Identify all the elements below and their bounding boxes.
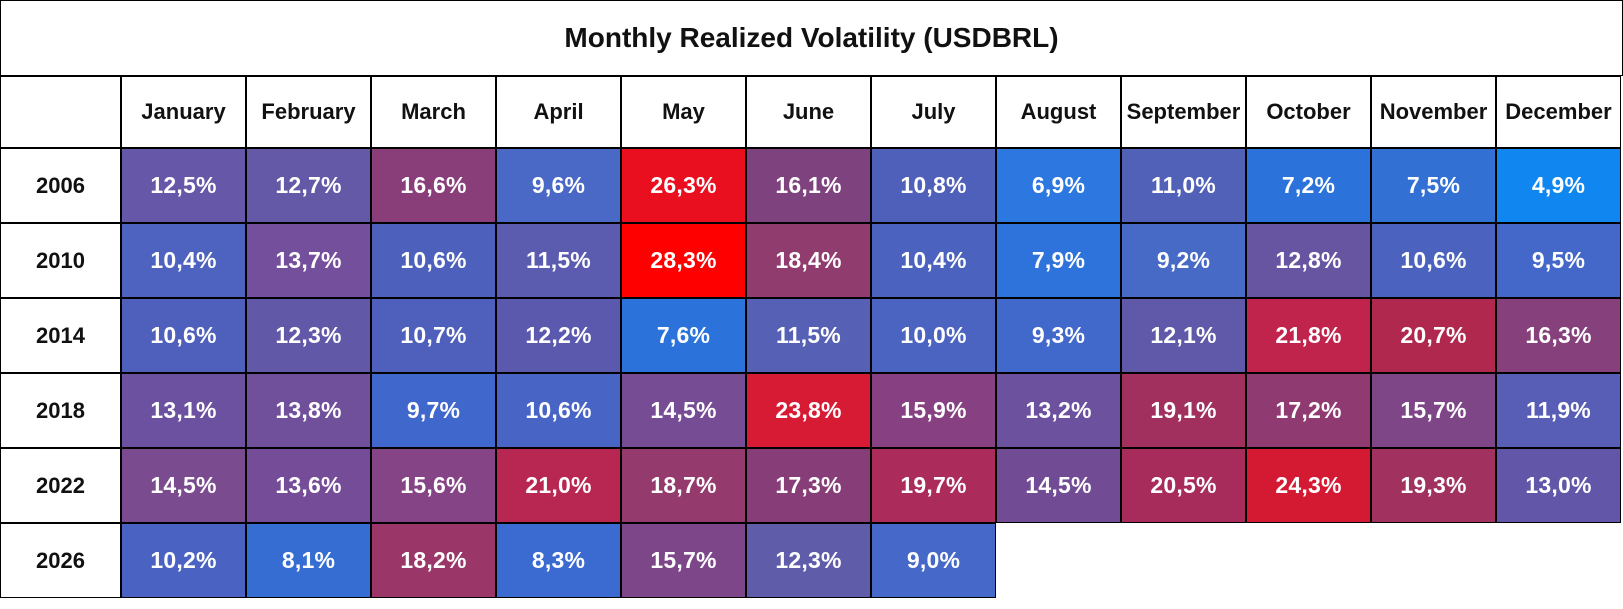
year-label-2006: 2006 xyxy=(0,148,121,223)
heatmap-cell-2018-march: 9,7% xyxy=(371,373,496,448)
heatmap-cell-2026-may: 15,7% xyxy=(621,523,746,598)
heatmap-cell-2022-may: 18,7% xyxy=(621,448,746,523)
heatmap-cell-2014-september: 12,1% xyxy=(1121,298,1246,373)
heatmap-cell-2026-january: 10,2% xyxy=(121,523,246,598)
heatmap-cell-2018-october: 17,2% xyxy=(1246,373,1371,448)
heatmap-cell-2018-august: 13,2% xyxy=(996,373,1121,448)
heatmap-cell-2010-may: 28,3% xyxy=(621,223,746,298)
heatmap-cell-2022-july: 19,7% xyxy=(871,448,996,523)
heatmap-cell-2018-april: 10,6% xyxy=(496,373,621,448)
year-label-2010: 2010 xyxy=(0,223,121,298)
month-header-march: March xyxy=(371,76,496,148)
heatmap-cell-2018-september: 19,1% xyxy=(1121,373,1246,448)
heatmap-cell-2010-september: 9,2% xyxy=(1121,223,1246,298)
heatmap-cell-2006-june: 16,1% xyxy=(746,148,871,223)
heatmap-cell-2018-may: 14,5% xyxy=(621,373,746,448)
year-label-2022: 2022 xyxy=(0,448,121,523)
heatmap-cell-2010-october: 12,8% xyxy=(1246,223,1371,298)
heatmap-cell-2010-february: 13,7% xyxy=(246,223,371,298)
heatmap-cell-2014-june: 11,5% xyxy=(746,298,871,373)
heatmap-cell-2018-november: 15,7% xyxy=(1371,373,1496,448)
month-header-may: May xyxy=(621,76,746,148)
heatmap-cell-2026-february: 8,1% xyxy=(246,523,371,598)
heatmap-cell-2010-july: 10,4% xyxy=(871,223,996,298)
heatmap-cell-2018-june: 23,8% xyxy=(746,373,871,448)
heatmap-cell-2022-june: 17,3% xyxy=(746,448,871,523)
heatmap-cell-2022-december: 13,0% xyxy=(1496,448,1621,523)
heatmap-cell-2014-january: 10,6% xyxy=(121,298,246,373)
heatmap-cell-2010-march: 10,6% xyxy=(371,223,496,298)
year-label-2026: 2026 xyxy=(0,523,121,598)
heatmap-cell-2022-january: 14,5% xyxy=(121,448,246,523)
year-label-2014: 2014 xyxy=(0,298,121,373)
heatmap-corner-cell xyxy=(0,76,121,148)
heatmap-cell-2014-october: 21,8% xyxy=(1246,298,1371,373)
heatmap-cell-2018-february: 13,8% xyxy=(246,373,371,448)
heatmap-cell-2010-june: 18,4% xyxy=(746,223,871,298)
heatmap-cell-2006-may: 26,3% xyxy=(621,148,746,223)
heatmap-cell-2018-july: 15,9% xyxy=(871,373,996,448)
heatmap-cell-2022-march: 15,6% xyxy=(371,448,496,523)
heatmap-cell-2006-august: 6,9% xyxy=(996,148,1121,223)
heatmap-cell-2026-april: 8,3% xyxy=(496,523,621,598)
year-label-2018: 2018 xyxy=(0,373,121,448)
heatmap-cell-2006-march: 16,6% xyxy=(371,148,496,223)
heatmap-cell-2010-april: 11,5% xyxy=(496,223,621,298)
heatmap-cell-2018-december: 11,9% xyxy=(1496,373,1621,448)
heatmap-cell-2014-february: 12,3% xyxy=(246,298,371,373)
heatmap-cell-2026-march: 18,2% xyxy=(371,523,496,598)
heatmap-cell-2006-february: 12,7% xyxy=(246,148,371,223)
heatmap-cell-2014-july: 10,0% xyxy=(871,298,996,373)
heatmap-cell-2014-december: 16,3% xyxy=(1496,298,1621,373)
month-header-august: August xyxy=(996,76,1121,148)
heatmap-cell-2022-august: 14,5% xyxy=(996,448,1121,523)
heatmap-cell-2026-july: 9,0% xyxy=(871,523,996,598)
heatmap-cell-2006-september: 11,0% xyxy=(1121,148,1246,223)
heatmap-cell-2014-november: 20,7% xyxy=(1371,298,1496,373)
heatmap-cell-2010-january: 10,4% xyxy=(121,223,246,298)
month-header-june: June xyxy=(746,76,871,148)
month-header-october: October xyxy=(1246,76,1371,148)
month-header-april: April xyxy=(496,76,621,148)
heatmap-cell-2018-january: 13,1% xyxy=(121,373,246,448)
month-header-december: December xyxy=(1496,76,1621,148)
heatmap-cell-2010-november: 10,6% xyxy=(1371,223,1496,298)
chart-title: Monthly Realized Volatility (USDBRL) xyxy=(0,0,1623,76)
heatmap-cell-2006-january: 12,5% xyxy=(121,148,246,223)
heatmap-cell-2022-november: 19,3% xyxy=(1371,448,1496,523)
month-header-january: January xyxy=(121,76,246,148)
heatmap-cell-2006-july: 10,8% xyxy=(871,148,996,223)
heatmap-cell-2006-october: 7,2% xyxy=(1246,148,1371,223)
heatmap-cell-2010-august: 7,9% xyxy=(996,223,1121,298)
heatmap-grid: January February March April May June July Augu… xyxy=(0,76,1623,609)
month-header-february: February xyxy=(246,76,371,148)
heatmap-cell-2006-december: 4,9% xyxy=(1496,148,1621,223)
month-header-november: November xyxy=(1371,76,1496,148)
heatmap-cell-2022-april: 21,0% xyxy=(496,448,621,523)
month-header-july: July xyxy=(871,76,996,148)
heatmap-cell-2014-april: 12,2% xyxy=(496,298,621,373)
heatmap-cell-2006-november: 7,5% xyxy=(1371,148,1496,223)
heatmap-cell-2026-june: 12,3% xyxy=(746,523,871,598)
heatmap-cell-2014-august: 9,3% xyxy=(996,298,1121,373)
heatmap-cell-2014-may: 7,6% xyxy=(621,298,746,373)
heatmap-cell-2022-september: 20,5% xyxy=(1121,448,1246,523)
heatmap-cell-2022-february: 13,6% xyxy=(246,448,371,523)
month-header-september: September xyxy=(1121,76,1246,148)
heatmap-cell-2010-december: 9,5% xyxy=(1496,223,1621,298)
heatmap-cell-2022-october: 24,3% xyxy=(1246,448,1371,523)
heatmap-cell-2014-march: 10,7% xyxy=(371,298,496,373)
heatmap-cell-2006-april: 9,6% xyxy=(496,148,621,223)
